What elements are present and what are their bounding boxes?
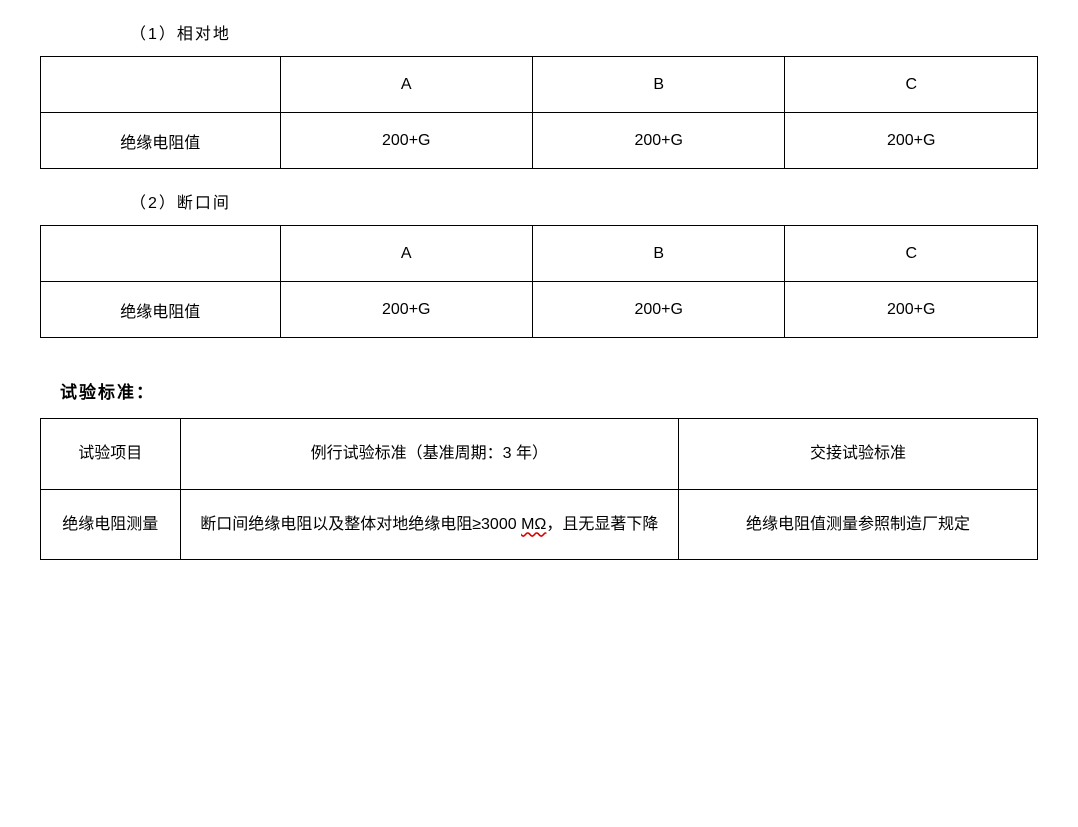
section-1-label: （1）相对地 bbox=[130, 20, 1038, 44]
table-header-empty bbox=[41, 226, 281, 282]
table-header-a: A bbox=[280, 57, 532, 113]
table-break-gap: A B C 绝缘电阻值 200+G 200+G 200+G bbox=[40, 225, 1038, 338]
table-phase-to-ground: A B C 绝缘电阻值 200+G 200+G 200+G bbox=[40, 56, 1038, 169]
cell-value-c: 200+G bbox=[785, 113, 1038, 169]
standards-table: 试验项目 例行试验标准（基准周期：3 年） 交接试验标准 绝缘电阻测量 断口间绝… bbox=[40, 418, 1038, 560]
table-row: 绝缘电阻值 200+G 200+G 200+G bbox=[41, 113, 1038, 169]
table-row: 绝缘电阻值 200+G 200+G 200+G bbox=[41, 282, 1038, 338]
std-row-routine-prefix: 断口间绝缘电阻以及整体对地绝缘电阻≥3000 bbox=[200, 516, 521, 533]
cell-value-b: 200+G bbox=[532, 282, 784, 338]
std-row-routine-unit: MΩ bbox=[521, 516, 546, 533]
cell-value-a: 200+G bbox=[280, 282, 532, 338]
table-row: A B C bbox=[41, 226, 1038, 282]
cell-value-b: 200+G bbox=[532, 113, 784, 169]
std-header-routine: 例行试验标准（基准周期：3 年） bbox=[180, 419, 679, 490]
section-2-label: （2）断口间 bbox=[130, 189, 1038, 213]
table-row: 试验项目 例行试验标准（基准周期：3 年） 交接试验标准 bbox=[41, 419, 1038, 490]
table-header-c: C bbox=[785, 226, 1038, 282]
cell-value-a: 200+G bbox=[280, 113, 532, 169]
table-header-b: B bbox=[532, 226, 784, 282]
standards-heading: 试验标准： bbox=[60, 378, 1038, 403]
table-header-c: C bbox=[785, 57, 1038, 113]
std-row-routine: 断口间绝缘电阻以及整体对地绝缘电阻≥3000 MΩ，且无显著下降 bbox=[180, 489, 679, 560]
table-header-a: A bbox=[280, 226, 532, 282]
cell-value-c: 200+G bbox=[785, 282, 1038, 338]
std-header-item: 试验项目 bbox=[41, 419, 181, 490]
table-row: A B C bbox=[41, 57, 1038, 113]
std-header-handover: 交接试验标准 bbox=[679, 419, 1038, 490]
table-header-empty bbox=[41, 57, 281, 113]
std-row-item: 绝缘电阻测量 bbox=[41, 489, 181, 560]
table-row: 绝缘电阻测量 断口间绝缘电阻以及整体对地绝缘电阻≥3000 MΩ，且无显著下降 … bbox=[41, 489, 1038, 560]
row-label: 绝缘电阻值 bbox=[41, 282, 281, 338]
row-label: 绝缘电阻值 bbox=[41, 113, 281, 169]
std-row-routine-suffix: ，且无显著下降 bbox=[546, 516, 658, 533]
std-row-handover: 绝缘电阻值测量参照制造厂规定 bbox=[679, 489, 1038, 560]
table-header-b: B bbox=[532, 57, 784, 113]
